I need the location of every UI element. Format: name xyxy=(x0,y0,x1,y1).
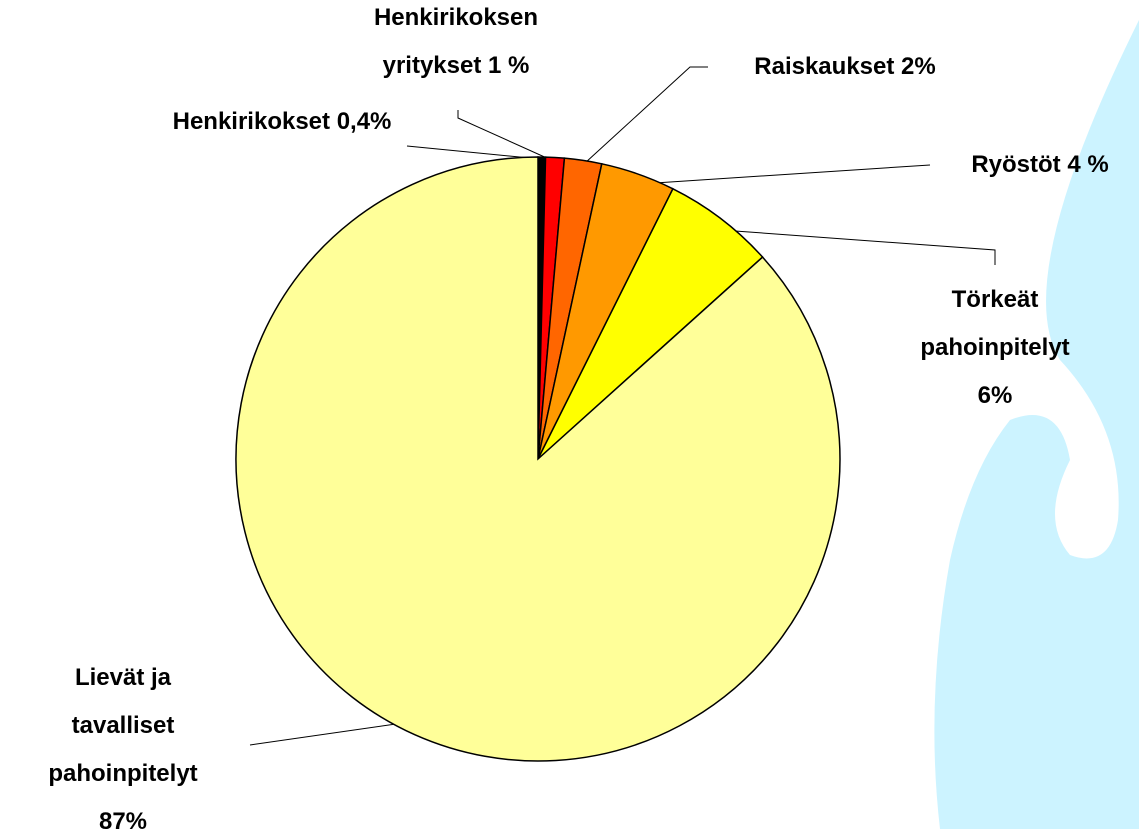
slice-label: Henkirikoksen yritykset 1 % xyxy=(366,0,546,90)
category-label: Henkirikoksen yritykset xyxy=(373,4,539,79)
value-label: 6% xyxy=(977,382,1013,409)
category-label: Ryöstöt xyxy=(971,151,1061,178)
slice-label: Törkeät pahoinpitelyt 6% xyxy=(905,276,1085,420)
category-label: Henkirikokset xyxy=(172,108,331,135)
category-label: Lievät ja tavalliset pahoinpitelyt xyxy=(48,664,198,787)
value-label: 87% xyxy=(98,808,148,829)
slice-label: Ryöstöt 4 % xyxy=(920,141,1139,189)
value-label: 1 % xyxy=(488,52,530,79)
leader-line xyxy=(249,721,411,746)
value-label: 2% xyxy=(901,53,936,80)
value-label: 4 % xyxy=(1067,151,1109,178)
slice-label: Lievät ja tavalliset pahoinpitelyt 87% xyxy=(28,654,218,829)
value-label: 0,4% xyxy=(336,108,392,135)
leader-line xyxy=(457,110,550,160)
slice-label: Raiskaukset 2% xyxy=(700,43,990,91)
leader-line xyxy=(406,145,541,160)
category-label: Törkeät pahoinpitelyt xyxy=(920,286,1070,361)
leader-line xyxy=(734,230,996,265)
background-shape xyxy=(934,20,1139,829)
category-label: Raiskaukset xyxy=(754,53,895,80)
leader-line xyxy=(584,66,708,164)
slice-label: Henkirikokset 0,4% xyxy=(172,98,392,146)
leader-lines xyxy=(249,66,996,746)
leader-line xyxy=(654,164,931,184)
pie-slice xyxy=(235,156,841,762)
